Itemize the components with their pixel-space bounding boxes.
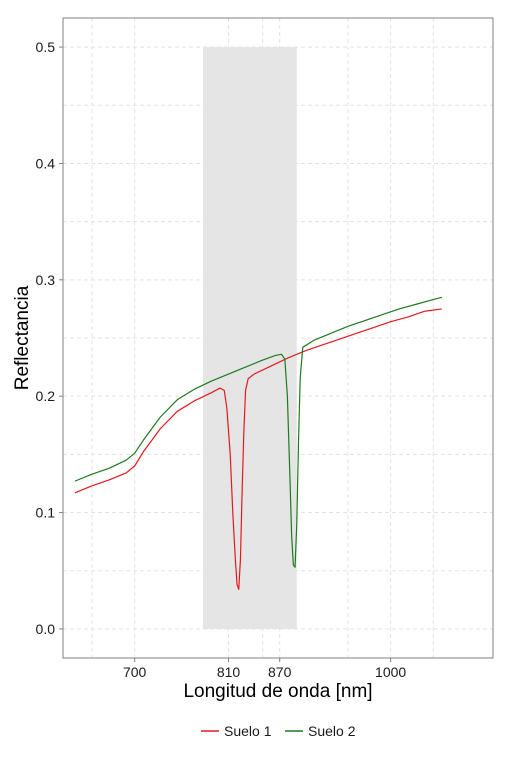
y-axis-title: Reflectancia: [12, 285, 33, 390]
y-tick-label: 0.0: [36, 621, 56, 637]
x-tick-label: 700: [123, 664, 147, 680]
tick-layer: 0.0 0.1 0.2 0.3 0.4 0.5 700 810 870 1000: [36, 39, 407, 680]
y-tick-label: 0.2: [36, 388, 56, 404]
legend-label-suelo-2: Suelo 2: [308, 723, 356, 739]
legend-label-suelo-1: Suelo 1: [224, 723, 272, 739]
y-tick-label: 0.3: [36, 272, 56, 288]
plot-border: [62, 17, 494, 659]
series-layer: [74, 296, 442, 590]
x-tick-label: 1000: [375, 664, 406, 680]
x-axis-title: Longitud de onda [nm]: [183, 681, 372, 702]
y-tick-label: 0.4: [36, 155, 56, 171]
y-tick-label: 0.1: [36, 505, 56, 521]
y-tick-label: 0.5: [36, 39, 56, 55]
x-tick-label: 870: [268, 664, 292, 680]
series-line-suelo-2: [74, 296, 442, 568]
x-tick-label: 810: [217, 664, 241, 680]
legend: Suelo 1 Suelo 2: [201, 723, 356, 739]
series-line-suelo-1: [74, 308, 442, 590]
grid-layer: [63, 18, 493, 658]
